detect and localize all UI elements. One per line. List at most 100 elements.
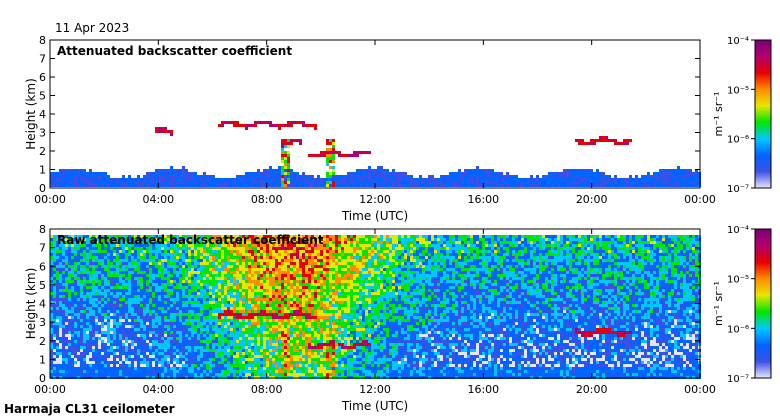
heatmap-cell	[185, 274, 188, 277]
heatmap-cell	[332, 151, 335, 154]
heatmap-cell	[206, 292, 209, 295]
heatmap-cell	[143, 178, 146, 181]
heatmap-cell	[188, 325, 191, 328]
colorbar-tick-label: 10⁻⁴	[727, 36, 749, 47]
heatmap-cell	[227, 352, 230, 355]
heatmap-cell	[170, 307, 173, 310]
heatmap-cell	[143, 313, 146, 316]
heatmap-cell	[137, 352, 140, 355]
heatmap-cell	[224, 322, 227, 325]
heatmap-cell	[212, 310, 215, 313]
heatmap-cell	[461, 181, 464, 184]
heatmap-cell	[266, 250, 269, 253]
heatmap-cell	[233, 181, 236, 184]
heatmap-cell	[257, 262, 260, 265]
heatmap-cell	[113, 295, 116, 298]
heatmap-cell	[209, 289, 212, 292]
heatmap-cell	[107, 184, 110, 187]
heatmap-cell	[158, 322, 161, 325]
heatmap-cell	[107, 265, 110, 268]
heatmap-cell	[71, 265, 74, 268]
heatmap-cell	[149, 181, 152, 184]
heatmap-cell	[77, 172, 80, 175]
heatmap-cell	[278, 277, 281, 280]
heatmap-cell	[260, 346, 263, 349]
heatmap-cell	[209, 238, 212, 241]
heatmap-cell	[152, 271, 155, 274]
heatmap-cell	[122, 343, 125, 346]
heatmap-cell	[653, 175, 656, 178]
heatmap-cell	[122, 238, 125, 241]
heatmap-cell	[176, 268, 179, 271]
heatmap-cell	[245, 253, 248, 256]
heatmap-cell	[86, 253, 89, 256]
heatmap-cell	[461, 184, 464, 187]
heatmap-cell	[194, 286, 197, 289]
heatmap-cell	[149, 343, 152, 346]
heatmap-cell	[275, 349, 278, 352]
heatmap-cell	[200, 331, 203, 334]
heatmap-cell	[131, 340, 134, 343]
heatmap-cell	[56, 328, 59, 331]
heatmap-cell	[392, 175, 395, 178]
heatmap-cell	[257, 373, 260, 376]
heatmap-cell	[251, 316, 254, 319]
heatmap-cell	[92, 175, 95, 178]
heatmap-cell	[233, 178, 236, 181]
heatmap-cell	[56, 292, 59, 295]
heatmap-cell	[98, 175, 101, 178]
heatmap-cell	[188, 328, 191, 331]
heatmap-cell	[110, 298, 113, 301]
heatmap-cell	[191, 298, 194, 301]
heatmap-cell	[212, 256, 215, 259]
heatmap-cell	[53, 322, 56, 325]
heatmap-cell	[161, 256, 164, 259]
heatmap-cell	[110, 343, 113, 346]
heatmap-cell	[56, 358, 59, 361]
heatmap-cell	[179, 322, 182, 325]
heatmap-cell	[122, 373, 125, 376]
heatmap-cell	[224, 235, 227, 238]
heatmap-cell	[56, 262, 59, 265]
heatmap-cell	[59, 244, 62, 247]
heatmap-cell	[92, 271, 95, 274]
heatmap-cell	[146, 313, 149, 316]
heatmap-cell	[125, 247, 128, 250]
heatmap-cell	[215, 250, 218, 253]
heatmap-cell	[152, 325, 155, 328]
heatmap-cell	[86, 334, 89, 337]
heatmap-cell	[242, 271, 245, 274]
heatmap-cell	[53, 256, 56, 259]
heatmap-cell	[89, 367, 92, 370]
heatmap-cell	[110, 346, 113, 349]
heatmap-cell	[257, 274, 260, 277]
heatmap-cell	[116, 346, 119, 349]
heatmap-cell	[239, 304, 242, 307]
heatmap-cell	[143, 286, 146, 289]
heatmap-cell	[215, 322, 218, 325]
heatmap-cell	[92, 343, 95, 346]
heatmap-cell	[50, 268, 53, 271]
heatmap-cell	[239, 274, 242, 277]
heatmap-cell	[170, 340, 173, 343]
heatmap-cell	[326, 151, 329, 154]
heatmap-cell	[86, 361, 89, 364]
heatmap-cell	[377, 166, 380, 169]
heatmap-cell	[128, 337, 131, 340]
heatmap-cell	[509, 175, 512, 178]
heatmap-cell	[155, 286, 158, 289]
heatmap-cell	[344, 175, 347, 178]
heatmap-cell	[188, 283, 191, 286]
heatmap-cell	[218, 178, 221, 181]
heatmap-cell	[71, 175, 74, 178]
heatmap-cell	[308, 178, 311, 181]
heatmap-cell	[164, 319, 167, 322]
heatmap-cell	[65, 304, 68, 307]
heatmap-cells	[50, 235, 701, 379]
heatmap-cell	[194, 301, 197, 304]
heatmap-cell	[125, 268, 128, 271]
heatmap-cell	[191, 301, 194, 304]
heatmap-cell	[113, 361, 116, 364]
heatmap-cell	[266, 268, 269, 271]
heatmap-cell	[176, 340, 179, 343]
